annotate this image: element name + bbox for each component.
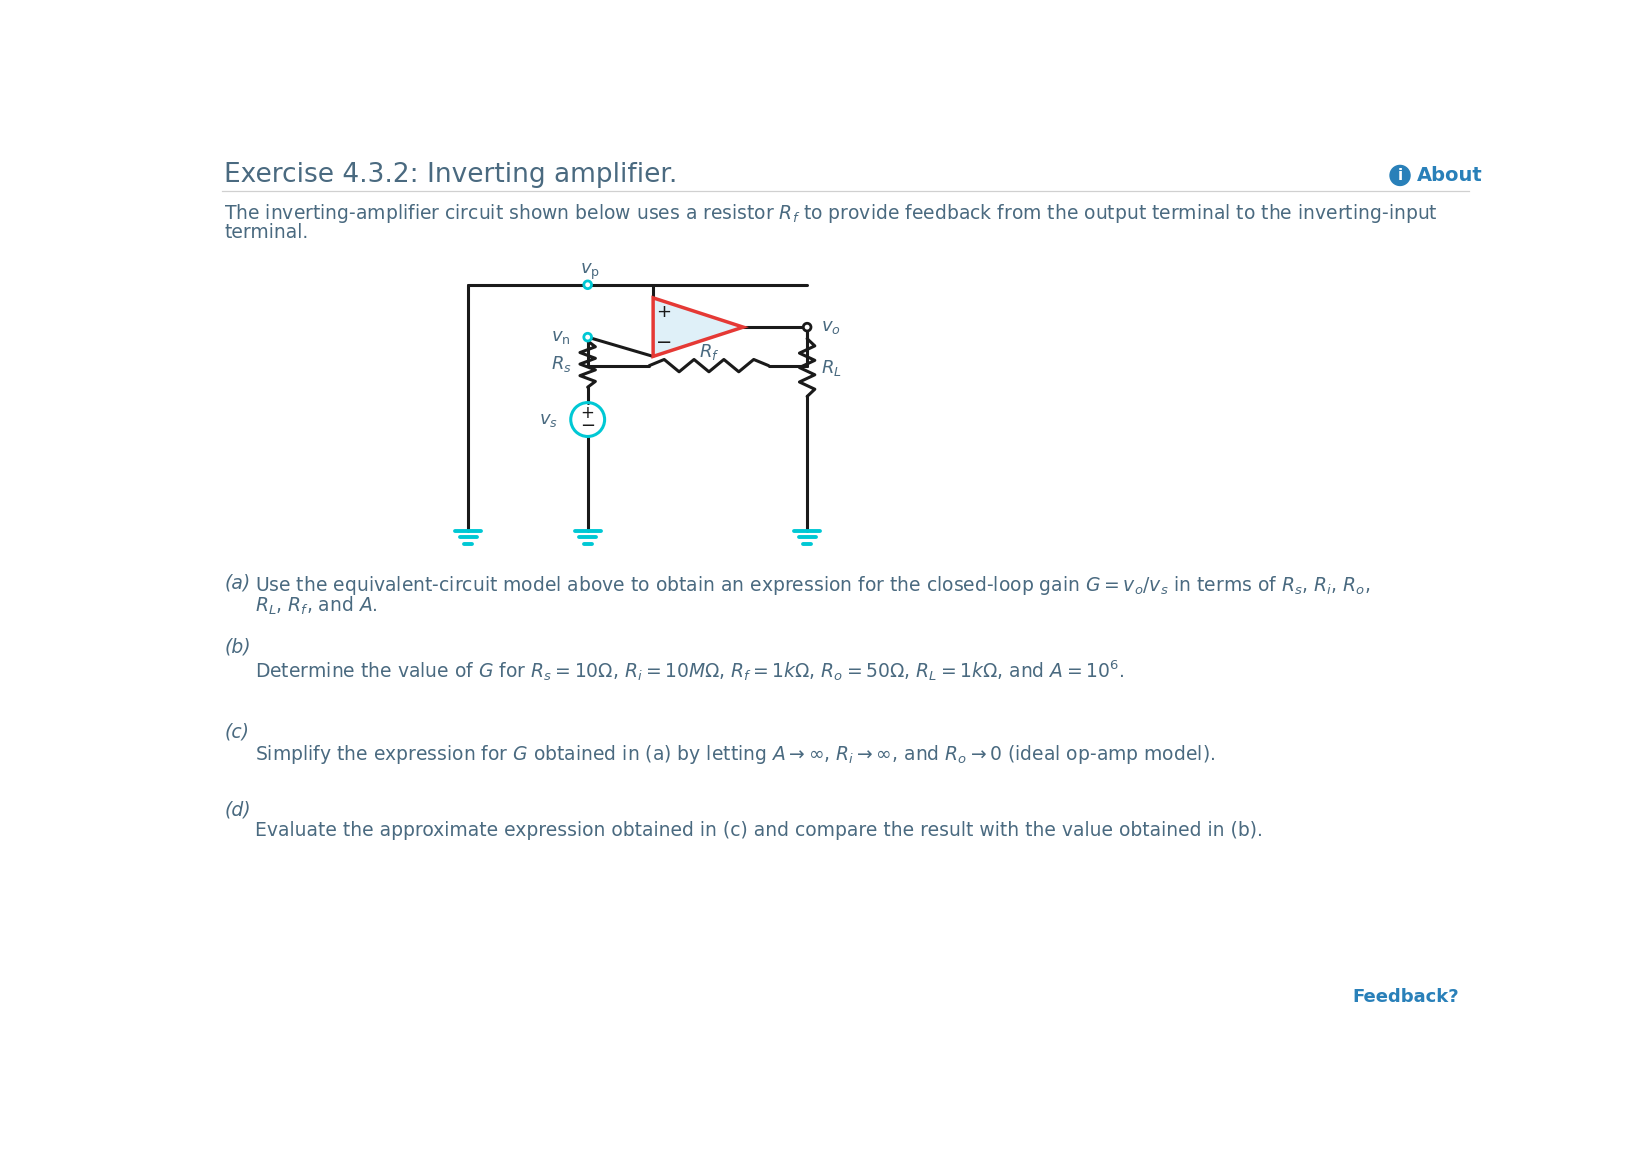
Text: $v_\mathrm{n}$: $v_\mathrm{n}$ xyxy=(551,328,571,346)
Text: Exercise 4.3.2: Inverting amplifier.: Exercise 4.3.2: Inverting amplifier. xyxy=(224,163,678,188)
Text: $v_\mathrm{p}$: $v_\mathrm{p}$ xyxy=(581,262,601,282)
Text: +: + xyxy=(657,302,672,321)
Text: −: − xyxy=(581,417,596,435)
Circle shape xyxy=(584,280,591,288)
Text: $R_f$: $R_f$ xyxy=(698,342,719,361)
Text: $v_s$: $v_s$ xyxy=(540,411,558,428)
Text: (b): (b) xyxy=(224,637,251,657)
Circle shape xyxy=(1389,165,1411,186)
Text: (c): (c) xyxy=(224,722,249,741)
Text: Evaluate the approximate expression obtained in (c) and compare the result with : Evaluate the approximate expression obta… xyxy=(256,822,1262,840)
Text: The inverting-amplifier circuit shown below uses a resistor $R_f$ to provide fee: The inverting-amplifier circuit shown be… xyxy=(224,202,1439,225)
Text: Feedback?: Feedback? xyxy=(1353,988,1459,1006)
Text: $R_L$: $R_L$ xyxy=(822,358,842,377)
Text: Determine the value of $G$ for $R_s = 10\Omega$, $R_i = 10M\Omega$, $R_f = 1k\Om: Determine the value of $G$ for $R_s = 10… xyxy=(256,658,1125,683)
Text: $R_L$, $R_f$, and $A$.: $R_L$, $R_f$, and $A$. xyxy=(256,594,378,616)
Circle shape xyxy=(804,323,812,331)
Text: +: + xyxy=(581,404,594,422)
Text: i: i xyxy=(1398,168,1402,183)
Text: Simplify the expression for $G$ obtained in (a) by letting $A \rightarrow \infty: Simplify the expression for $G$ obtained… xyxy=(256,743,1216,766)
Text: −: − xyxy=(655,334,672,352)
Text: $R_s$: $R_s$ xyxy=(551,354,573,374)
Text: terminal.: terminal. xyxy=(224,223,309,242)
Text: (a): (a) xyxy=(224,574,251,592)
Text: (d): (d) xyxy=(224,801,251,819)
Text: $v_o$: $v_o$ xyxy=(822,319,842,336)
Polygon shape xyxy=(653,298,742,357)
Circle shape xyxy=(584,334,591,340)
Text: Use the equivalent-circuit model above to obtain an expression for the closed-lo: Use the equivalent-circuit model above t… xyxy=(256,574,1371,597)
Text: About: About xyxy=(1417,166,1483,185)
